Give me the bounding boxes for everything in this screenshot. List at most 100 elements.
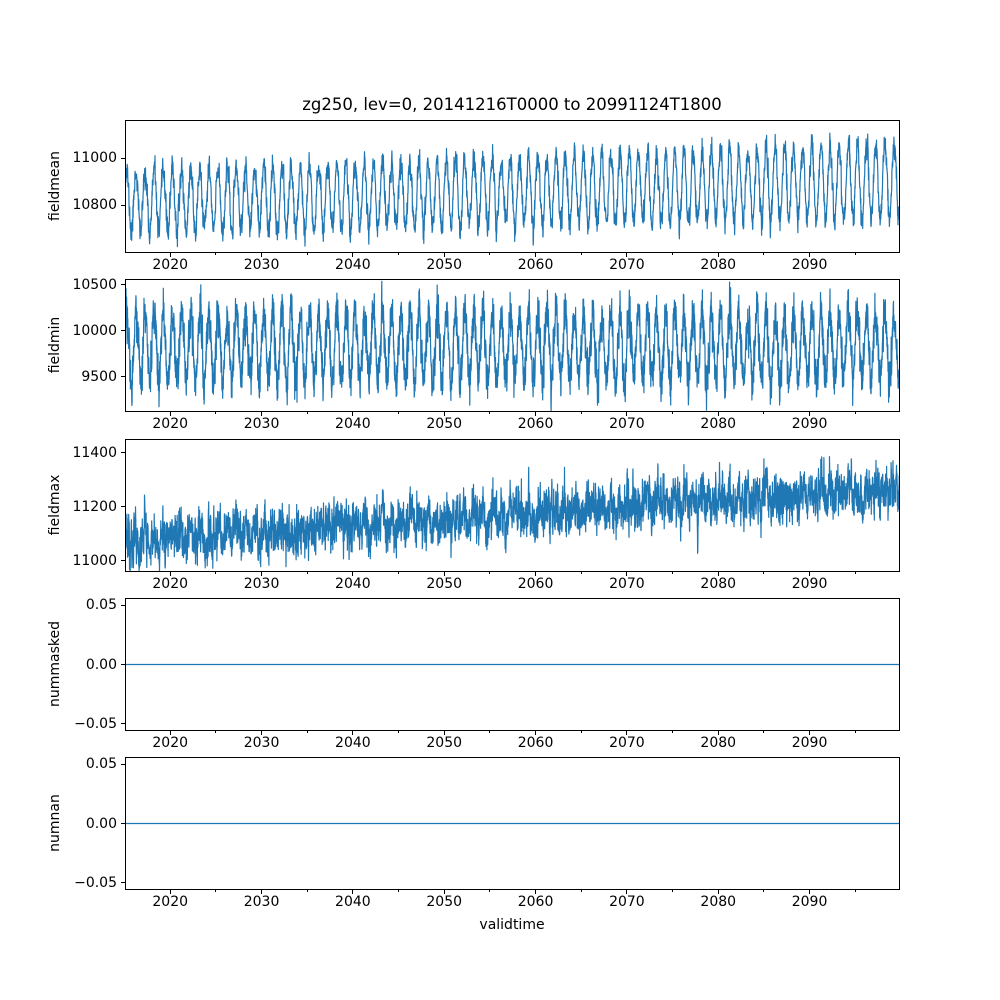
x-tick: [261, 412, 263, 416]
x-minor-tick: [580, 412, 582, 414]
x-tick: [535, 572, 537, 576]
x-tick-label: 2020: [152, 735, 189, 751]
x-minor-tick: [398, 253, 400, 255]
y-tick-label: 11200: [72, 498, 117, 515]
x-minor-tick: [672, 412, 674, 414]
x-minor-tick: [672, 572, 674, 574]
x-tick: [626, 253, 628, 257]
x-minor-tick: [763, 253, 765, 255]
x-tick: [352, 412, 354, 416]
x-minor-tick: [215, 412, 217, 414]
x-tick: [169, 890, 171, 894]
x-minor-tick: [580, 253, 582, 255]
x-minor-tick: [854, 890, 856, 892]
x-tick-label: 2070: [609, 576, 645, 592]
x-tick-label: 2090: [791, 576, 828, 592]
y-tick-label: 0.00: [85, 815, 117, 832]
x-tick-label: 2040: [335, 257, 371, 273]
x-tick: [809, 572, 811, 576]
x-minor-tick: [306, 890, 308, 892]
x-tick: [717, 412, 719, 416]
x-minor-tick: [854, 572, 856, 574]
x-tick: [717, 890, 719, 894]
x-minor-tick: [489, 253, 491, 255]
y-tick: [121, 723, 125, 725]
x-minor-tick: [215, 253, 217, 255]
y-axis-label-fieldmin: fieldmin: [47, 316, 63, 374]
x-minor-tick: [398, 731, 400, 733]
x-tick-label: 2040: [335, 894, 371, 910]
x-tick: [261, 572, 263, 576]
x-tick-label: 2020: [152, 576, 189, 592]
x-minor-tick: [854, 253, 856, 255]
y-tick: [121, 157, 125, 159]
y-tick: [121, 452, 125, 454]
y-tick: [121, 664, 125, 665]
x-tick-label: 2060: [517, 257, 554, 273]
x-tick-label: 2030: [243, 576, 280, 592]
x-minor-tick: [580, 890, 582, 892]
y-tick-label: 0.00: [85, 656, 117, 673]
subplot-fieldmean: 10800 11000 2020 2030 2040 2050 2060 2070 2080 20…: [47, 120, 900, 273]
y-tick-label: 10500: [72, 276, 117, 293]
y-tick: [121, 330, 125, 332]
x-minor-tick: [854, 412, 856, 414]
y-tick-label: 11000: [72, 150, 117, 167]
x-minor-tick: [580, 572, 582, 574]
x-tick-label: 2070: [609, 416, 645, 432]
x-tick: [169, 731, 171, 735]
x-tick: [352, 253, 354, 257]
figure-title: zg250, lev=0, 20141216T0000 to 20991124T…: [302, 95, 722, 114]
x-tick-label: 2080: [700, 257, 737, 273]
x-tick-label: 2030: [243, 257, 280, 273]
plot-area-fieldmean: [125, 132, 900, 248]
x-tick: [626, 731, 628, 735]
subplot-nummasked: −0.05 0.00 0.05 2020 2030 2040 2050 2060 2070 208…: [47, 597, 900, 751]
x-tick-label: 2060: [517, 894, 554, 910]
x-tick-label: 2080: [700, 416, 737, 432]
x-tick: [261, 253, 263, 257]
x-tick: [535, 890, 537, 894]
y-tick: [121, 604, 125, 606]
x-tick: [626, 412, 628, 416]
x-minor-tick: [580, 731, 582, 733]
x-tick-label: 2040: [335, 576, 371, 592]
x-minor-tick: [672, 253, 674, 255]
x-tick: [809, 890, 811, 894]
x-tick: [169, 412, 171, 416]
x-tick: [169, 572, 171, 576]
x-tick-label: 2080: [700, 735, 737, 751]
y-axis-label-fieldmax: fieldmax: [47, 474, 63, 536]
subplot-fieldmin: 9500 10000 10500 2020 2030 2040 2050 2060 2070 20…: [47, 277, 900, 432]
x-tick: [717, 731, 719, 735]
x-minor-tick: [763, 412, 765, 414]
x-tick: [443, 412, 445, 416]
y-tick: [121, 506, 125, 508]
y-tick-label: −0.05: [74, 715, 117, 732]
x-minor-tick: [672, 890, 674, 892]
x-tick-label: 2060: [517, 735, 554, 751]
x-tick: [443, 572, 445, 576]
y-tick: [121, 823, 125, 824]
x-minor-tick: [398, 890, 400, 892]
x-tick-label: 2020: [152, 894, 189, 910]
x-tick: [809, 253, 811, 257]
x-minor-tick: [489, 731, 491, 733]
subplot-fieldmax: 11000 11200 11400 2020 2030 2040 2050 2060 2070 2…: [47, 439, 900, 592]
y-tick-label: 9500: [81, 368, 117, 385]
x-minor-tick: [306, 572, 308, 574]
x-tick: [809, 731, 811, 735]
x-axis-label: validtime: [479, 917, 545, 933]
x-minor-tick: [215, 731, 217, 733]
x-tick: [443, 731, 445, 735]
y-tick: [121, 204, 125, 206]
x-tick-label: 2040: [335, 416, 371, 432]
x-tick-label: 2080: [700, 894, 737, 910]
x-tick-label: 2030: [243, 894, 280, 910]
x-tick-label: 2020: [152, 257, 189, 273]
plot-area-fieldmax: [125, 456, 900, 572]
x-tick-label: 2070: [609, 894, 645, 910]
x-minor-tick: [489, 890, 491, 892]
x-tick: [261, 890, 263, 894]
